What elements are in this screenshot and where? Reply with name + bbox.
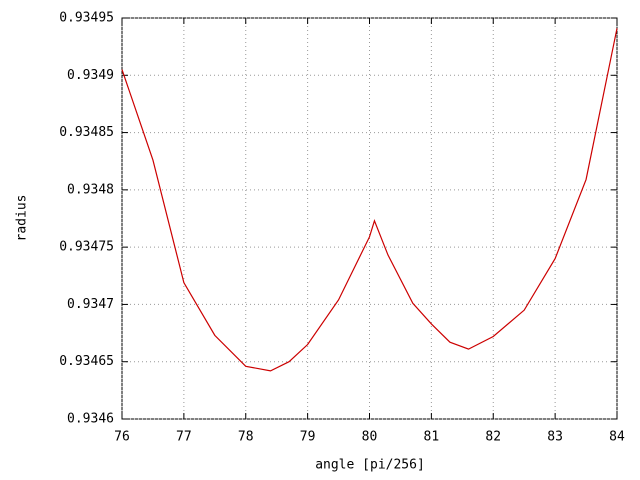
y-tick-label: 0.93475 (59, 240, 114, 255)
x-tick-label: 83 (547, 430, 563, 445)
x-tick-label: 80 (362, 430, 378, 445)
y-tick-label: 0.9348 (67, 182, 114, 197)
y-tick-label: 0.93485 (59, 125, 114, 140)
y-tick-label: 0.93495 (59, 11, 114, 26)
y-axis-label: radius (15, 195, 30, 242)
y-tick-label: 0.9346 (67, 412, 114, 427)
x-tick-label: 77 (176, 430, 192, 445)
x-tick-label: 81 (424, 430, 440, 445)
x-tick-label: 76 (114, 430, 130, 445)
x-tick-label: 84 (609, 430, 625, 445)
data-line (121, 28, 618, 372)
x-tick-label: 78 (238, 430, 254, 445)
x-axis-label: angle [pi/256] (315, 458, 425, 473)
y-tick-label: 0.9349 (67, 68, 114, 83)
x-tick-label: 82 (485, 430, 501, 445)
y-tick-label: 0.93465 (59, 354, 114, 369)
x-tick-label: 79 (300, 430, 316, 445)
y-tick-label: 0.9347 (67, 297, 114, 312)
